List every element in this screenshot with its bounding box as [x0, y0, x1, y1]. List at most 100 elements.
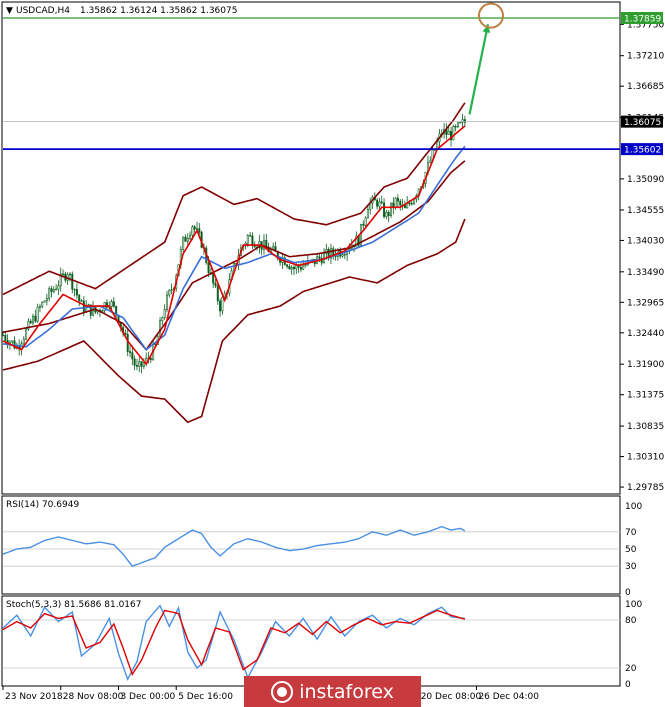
- bollinger-lower-line: [2, 218, 466, 424]
- candle-body: [161, 317, 164, 321]
- candle-body: [52, 288, 55, 292]
- candle-body: [207, 262, 210, 273]
- rsi-tick-label: 50: [625, 545, 637, 555]
- candle-body: [135, 364, 138, 367]
- stoch-label: Stoch(5,3,3) 81.5686 81.0167: [6, 600, 141, 610]
- current-price-price-tag: [621, 115, 663, 128]
- candle-body: [163, 309, 166, 318]
- candle-body: [390, 202, 392, 216]
- forecast-arrow-line: [468, 24, 490, 115]
- candle-body: [57, 285, 60, 290]
- candle-body: [55, 288, 58, 291]
- support-price-tag: [621, 143, 663, 156]
- candle-body: [48, 288, 51, 299]
- candle-body: [186, 237, 189, 242]
- candle-body: [221, 296, 224, 312]
- price-tick-label: 1.30310: [627, 453, 664, 463]
- stoch-tick-label: 100: [625, 600, 642, 610]
- rsi-tick-label: 100: [625, 502, 642, 512]
- price-tick-label: 1.31375: [627, 391, 664, 401]
- candle-body: [410, 203, 413, 205]
- candle-body: [59, 273, 62, 287]
- price-tick-label: 1.36685: [627, 82, 664, 92]
- candle-body: [45, 298, 48, 302]
- candle-body: [383, 202, 386, 217]
- current-price-price-tag-label: 1.36075: [624, 118, 661, 128]
- price-panel[interactable]: [1, 1, 621, 495]
- time-tick-label: 28 Nov 08:00: [63, 692, 124, 702]
- candle-body: [193, 226, 196, 230]
- candle-body: [189, 234, 192, 239]
- candle-body: [295, 265, 298, 270]
- candle-body: [129, 351, 132, 353]
- candle-body: [184, 236, 187, 242]
- candle-body: [408, 202, 411, 205]
- candle-body: [366, 209, 369, 219]
- candle-body: [142, 362, 145, 367]
- candle-body: [272, 246, 275, 250]
- candle-body: [68, 273, 71, 276]
- candle-body: [461, 119, 464, 123]
- candle-body: [182, 236, 185, 250]
- target-circle: [478, 2, 504, 29]
- symbol-label: USDCAD,H4: [16, 6, 70, 16]
- time-tick-label: 26 Dec 04:00: [478, 692, 539, 702]
- candle-body: [456, 122, 459, 128]
- stoch-layer: [2, 604, 620, 681]
- stoch-panel[interactable]: [1, 595, 621, 687]
- candle-body: [168, 289, 171, 296]
- bollinger-upper-line: [2, 102, 466, 296]
- candle-body: [115, 305, 118, 316]
- candle-body: [62, 273, 65, 275]
- candle-body: [246, 235, 249, 244]
- candle-body: [138, 361, 141, 367]
- support-price-tag-label: 1.35602: [624, 146, 661, 156]
- candle-body: [219, 300, 222, 312]
- candle-body: [286, 264, 289, 267]
- rsi-tick-label: 30: [625, 562, 637, 572]
- candle-body: [101, 310, 104, 312]
- candle-body: [43, 300, 46, 303]
- candle-body: [463, 119, 466, 123]
- candle-body: [34, 315, 37, 322]
- rsi-tick-label: 0: [625, 588, 631, 598]
- price-tick-label: 1.31900: [627, 360, 664, 370]
- price-tick-label: 1.34555: [627, 206, 664, 216]
- axis-layer: 1.377501.372101.366851.361451.350901.345…: [2, 12, 664, 702]
- price-tick-label: 1.34030: [627, 236, 664, 246]
- candle-body: [73, 288, 76, 291]
- stoch-tick-label: 0: [625, 680, 631, 690]
- collapse-arrow-icon[interactable]: ▼: [6, 6, 13, 16]
- time-tick-label: 3 Dec 00:00: [120, 692, 175, 702]
- candle-body: [450, 131, 453, 141]
- candle-body: [32, 315, 35, 324]
- candle-body: [27, 320, 30, 330]
- candle-body: [447, 131, 450, 135]
- candle-body: [343, 254, 346, 256]
- rsi-panel[interactable]: [1, 495, 621, 595]
- candle-body: [454, 126, 457, 128]
- candle-body: [293, 266, 295, 270]
- candle-body: [288, 266, 291, 270]
- candle-body: [110, 301, 113, 307]
- candle-body: [126, 334, 129, 352]
- resistance-price-tag: [621, 12, 663, 25]
- time-tick-label: 23 Nov 2018: [5, 692, 63, 702]
- candle-body: [29, 320, 32, 324]
- candle-body: [22, 338, 25, 345]
- candle-body: [355, 235, 358, 248]
- candle-body: [385, 211, 388, 217]
- candle-body: [82, 300, 85, 312]
- price-tick-label: 1.32965: [627, 298, 664, 308]
- stoch-tick-label: 80: [625, 616, 637, 626]
- resistance-price-tag-label: 1.37859: [624, 15, 661, 25]
- slow-ma-line: [2, 145, 466, 351]
- fast-ma-line: [2, 125, 466, 366]
- candle-body: [41, 301, 44, 308]
- ohlc-label: 1.35862 1.36124 1.35862 1.36075: [80, 6, 237, 16]
- stoch-tick-label: 20: [625, 664, 637, 674]
- candle-body: [394, 197, 397, 208]
- price-tick-label: 1.29785: [627, 483, 664, 493]
- candle-body: [380, 201, 383, 204]
